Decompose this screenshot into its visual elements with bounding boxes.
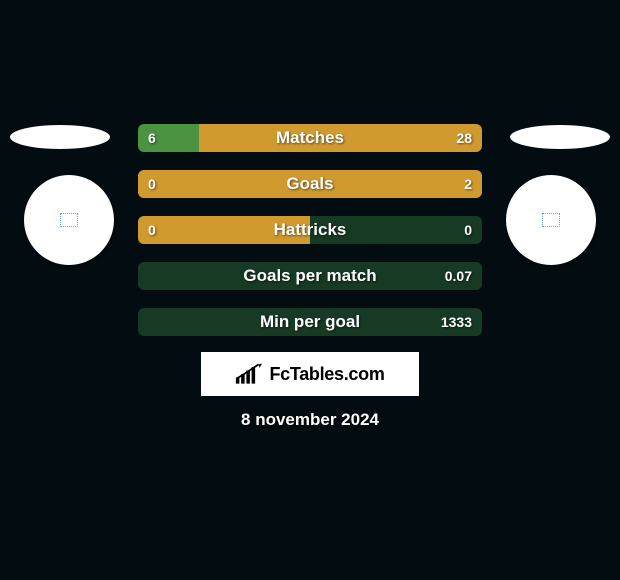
stat-row-bg xyxy=(138,262,482,290)
stats-panel: Matches628 Goals02 Hattricks00 Goals per ma… xyxy=(138,124,482,354)
stat-row: Hattricks00 xyxy=(138,216,482,244)
stat-seg-left xyxy=(138,262,482,290)
flag-right xyxy=(510,125,610,149)
jersey-icon xyxy=(542,213,560,227)
stat-seg-left-overlay xyxy=(138,216,310,244)
brand-text: FcTables.com xyxy=(269,364,384,385)
stat-seg-left xyxy=(138,308,482,336)
stat-row-bg xyxy=(138,308,482,336)
stat-seg-right xyxy=(199,124,482,152)
comparison-card: Recalde vs Ãlvarez Club competitions, Se… xyxy=(0,0,620,580)
stat-row: Min per goal1333 xyxy=(138,308,482,336)
stat-row: Matches628 xyxy=(138,124,482,152)
stat-seg-left xyxy=(138,124,199,152)
stat-row: Goals per match0.07 xyxy=(138,262,482,290)
flag-left xyxy=(10,125,110,149)
jersey-icon xyxy=(60,213,78,227)
player-avatar-right xyxy=(506,175,596,265)
bars-icon xyxy=(235,363,263,385)
stat-row-bg xyxy=(138,216,482,244)
stat-row: Goals02 xyxy=(138,170,482,198)
stat-seg-right xyxy=(138,170,482,198)
stat-row-bg xyxy=(138,124,482,152)
player-avatar-left xyxy=(24,175,114,265)
stat-row-bg xyxy=(138,170,482,198)
date-text: 8 november 2024 xyxy=(0,410,620,430)
brand-badge: FcTables.com xyxy=(201,352,419,396)
